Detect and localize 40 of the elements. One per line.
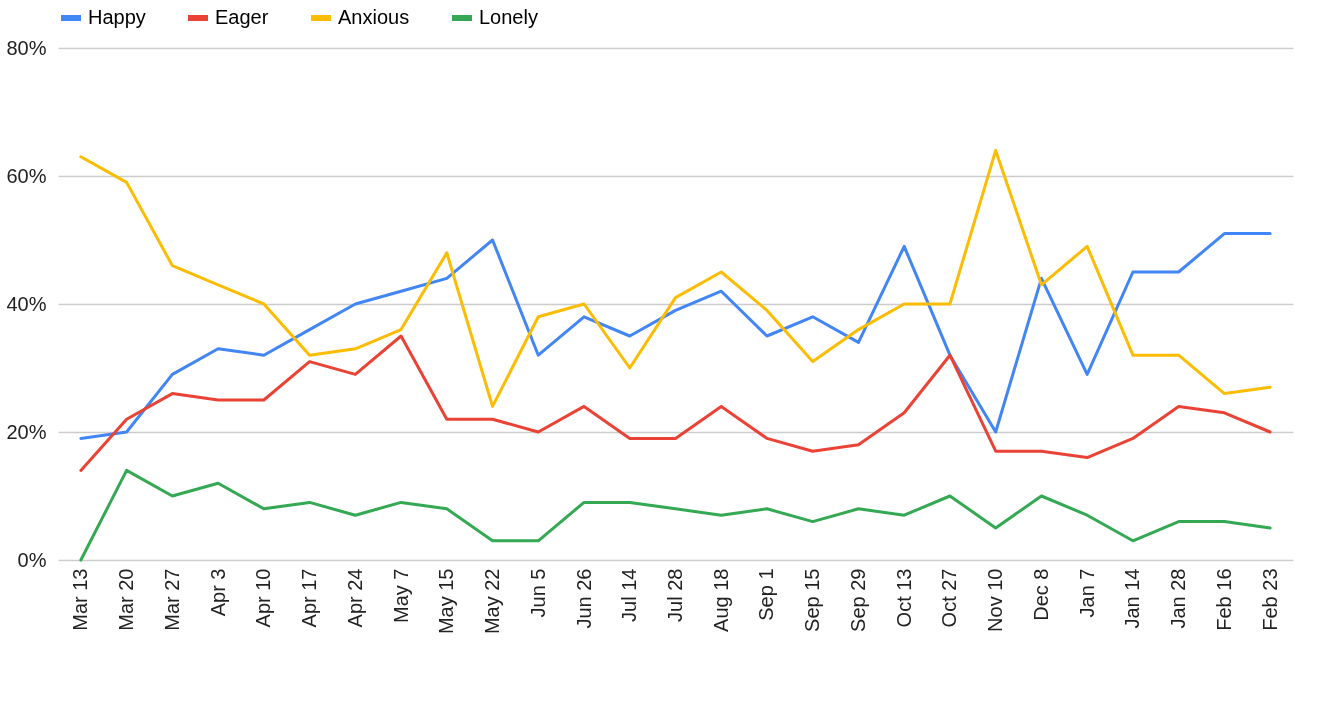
x-tick-label: Nov 10 xyxy=(984,568,1007,632)
line-series xyxy=(79,468,1272,562)
x-tick-label: Jun 5 xyxy=(526,568,549,618)
x-tick-label: May 7 xyxy=(389,568,412,623)
x-tick-label: Oct 13 xyxy=(892,568,915,628)
x-tick-label: Dec 8 xyxy=(1029,568,1052,621)
x-tick-label: Jan 14 xyxy=(1121,568,1144,629)
x-tick-label: Sep 15 xyxy=(801,568,824,632)
x-tick-label: Jun 26 xyxy=(572,568,595,629)
y-tick-label: 0% xyxy=(17,548,47,571)
x-tick-label: Mar 27 xyxy=(160,568,183,631)
line-series xyxy=(79,232,1272,440)
x-tick-label: Apr 17 xyxy=(298,568,321,628)
x-tick-label: Apr 3 xyxy=(206,568,229,617)
x-tick-label: Feb 16 xyxy=(1212,568,1235,631)
x-tick-label: Jan 7 xyxy=(1075,568,1098,618)
x-tick-label: May 22 xyxy=(481,568,504,635)
x-tick-label: Apr 10 xyxy=(252,568,275,628)
legend-label: Lonely xyxy=(479,6,538,28)
x-tick-label: Mar 20 xyxy=(115,568,138,631)
y-tick-label: 20% xyxy=(6,420,47,443)
x-tick-label: Jul 28 xyxy=(664,568,686,622)
y-tick-label: 40% xyxy=(6,292,47,315)
line-series xyxy=(79,148,1272,408)
line-series xyxy=(79,334,1272,472)
x-tick-label: Sep 29 xyxy=(846,568,869,632)
x-tick-label: Aug 18 xyxy=(709,568,732,632)
x-tick-label: Feb 23 xyxy=(1258,568,1281,631)
legend-label: Eager xyxy=(215,6,269,28)
legend-label: Happy xyxy=(88,6,146,28)
x-tick-label: Mar 13 xyxy=(69,568,92,631)
x-tick-label: Jul 14 xyxy=(618,568,641,622)
x-tick-label: Apr 24 xyxy=(343,568,366,628)
x-tick-label: Jan 28 xyxy=(1167,568,1190,629)
y-tick-label: 80% xyxy=(6,36,47,59)
y-tick-label: 60% xyxy=(6,164,47,187)
x-tick-label: May 15 xyxy=(435,568,458,635)
legend-label: Anxious xyxy=(338,6,410,28)
x-tick-label: Sep 1 xyxy=(755,568,778,621)
x-tick-label: Oct 27 xyxy=(938,568,961,628)
